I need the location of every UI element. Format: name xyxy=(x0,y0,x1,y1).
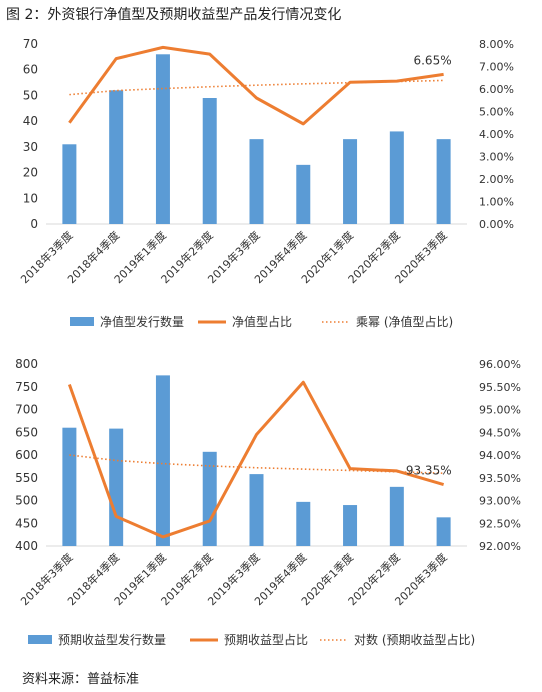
right-axis-tick-label: 94.00% xyxy=(479,449,521,462)
right-axis-tick-label: 5.00% xyxy=(479,106,514,119)
bar xyxy=(109,428,124,546)
bar xyxy=(436,139,451,224)
source-note: 资料来源：普益标准 xyxy=(22,672,140,687)
bar xyxy=(296,501,311,546)
left-axis-tick-label: 450 xyxy=(15,516,38,530)
left-axis-tick-label: 40 xyxy=(23,114,38,128)
right-axis-tick-label: 3.00% xyxy=(479,151,514,164)
left-axis-tick-label: 60 xyxy=(23,63,38,77)
right-axis-tick-label: 92.50% xyxy=(479,517,521,530)
bar xyxy=(155,375,170,546)
bar xyxy=(202,98,217,224)
legend-label: 净值型发行数量 xyxy=(100,314,184,329)
legend-label: 净值型占比 xyxy=(232,314,292,329)
right-axis-tick-label: 93.00% xyxy=(479,495,521,508)
right-axis-tick-label: 0.00% xyxy=(479,218,514,231)
figure-title: 图 2：外资银行净值型及预期收益型产品发行情况变化 xyxy=(6,7,342,23)
right-axis-tick-label: 93.50% xyxy=(479,472,521,485)
legend-label: 乘幂 (净值型占比) xyxy=(356,314,453,329)
right-axis-tick-label: 7.00% xyxy=(479,61,514,74)
bar xyxy=(296,164,311,224)
data-label: 6.65% xyxy=(413,53,451,67)
right-axis-tick-label: 95.00% xyxy=(479,404,521,417)
left-axis-tick-label: 0 xyxy=(30,217,38,231)
left-axis-tick-label: 550 xyxy=(15,471,38,485)
left-axis-tick-label: 20 xyxy=(23,166,38,180)
bar xyxy=(343,505,358,546)
legend-swatch-bar xyxy=(70,317,94,326)
bar xyxy=(436,517,451,546)
chart-expected-return: 400 450 500 550 600 650 700 750 800 92.00% 92.50% 9… xyxy=(15,357,521,647)
right-axis-tick-label: 8.00% xyxy=(479,38,514,51)
bar xyxy=(109,90,124,225)
right-axis-tick-label: 1.00% xyxy=(479,196,514,209)
left-axis-tick-label: 30 xyxy=(23,140,38,154)
left-axis-tick-label: 600 xyxy=(15,448,38,462)
left-axis-tick-label: 800 xyxy=(15,357,38,371)
legend-label: 预期收益型占比 xyxy=(224,632,308,647)
right-axis-tick-label: 2.00% xyxy=(479,173,514,186)
left-axis-tick-label: 500 xyxy=(15,494,38,508)
data-label: 93.35% xyxy=(406,464,452,478)
right-axis-tick-label: 4.00% xyxy=(479,128,514,141)
legend-swatch-bar xyxy=(28,635,52,644)
bar xyxy=(155,54,170,225)
share-line xyxy=(67,380,445,539)
bar xyxy=(343,139,358,224)
bar xyxy=(62,427,77,546)
bar xyxy=(389,486,404,546)
left-axis-tick-label: 650 xyxy=(15,425,38,439)
bar xyxy=(389,131,404,224)
left-axis-tick-label: 400 xyxy=(15,539,38,553)
left-axis-tick-label: 700 xyxy=(15,403,38,417)
right-axis-tick-label: 6.00% xyxy=(479,83,514,96)
right-axis-tick-label: 94.50% xyxy=(479,426,521,439)
left-axis-tick-label: 50 xyxy=(23,88,38,102)
left-axis-tick-label: 10 xyxy=(23,191,38,205)
right-axis-tick-label: 92.00% xyxy=(479,540,521,553)
bar xyxy=(249,474,264,546)
left-axis-tick-label: 70 xyxy=(23,37,38,51)
bar xyxy=(249,139,264,224)
legend-label: 预期收益型发行数量 xyxy=(58,632,166,647)
bar xyxy=(62,144,77,224)
share-line xyxy=(68,45,444,126)
right-axis-tick-label: 95.50% xyxy=(479,381,521,394)
left-axis-tick-label: 750 xyxy=(15,380,38,394)
chart-net-value: 0 10 20 30 40 50 60 70 0.00% 1.00% 2.00% 3.00% 4.00%… xyxy=(18,37,514,329)
right-axis-tick-label: 96.00% xyxy=(479,358,521,371)
legend-label: 对数 (预期收益型占比) xyxy=(354,632,475,647)
